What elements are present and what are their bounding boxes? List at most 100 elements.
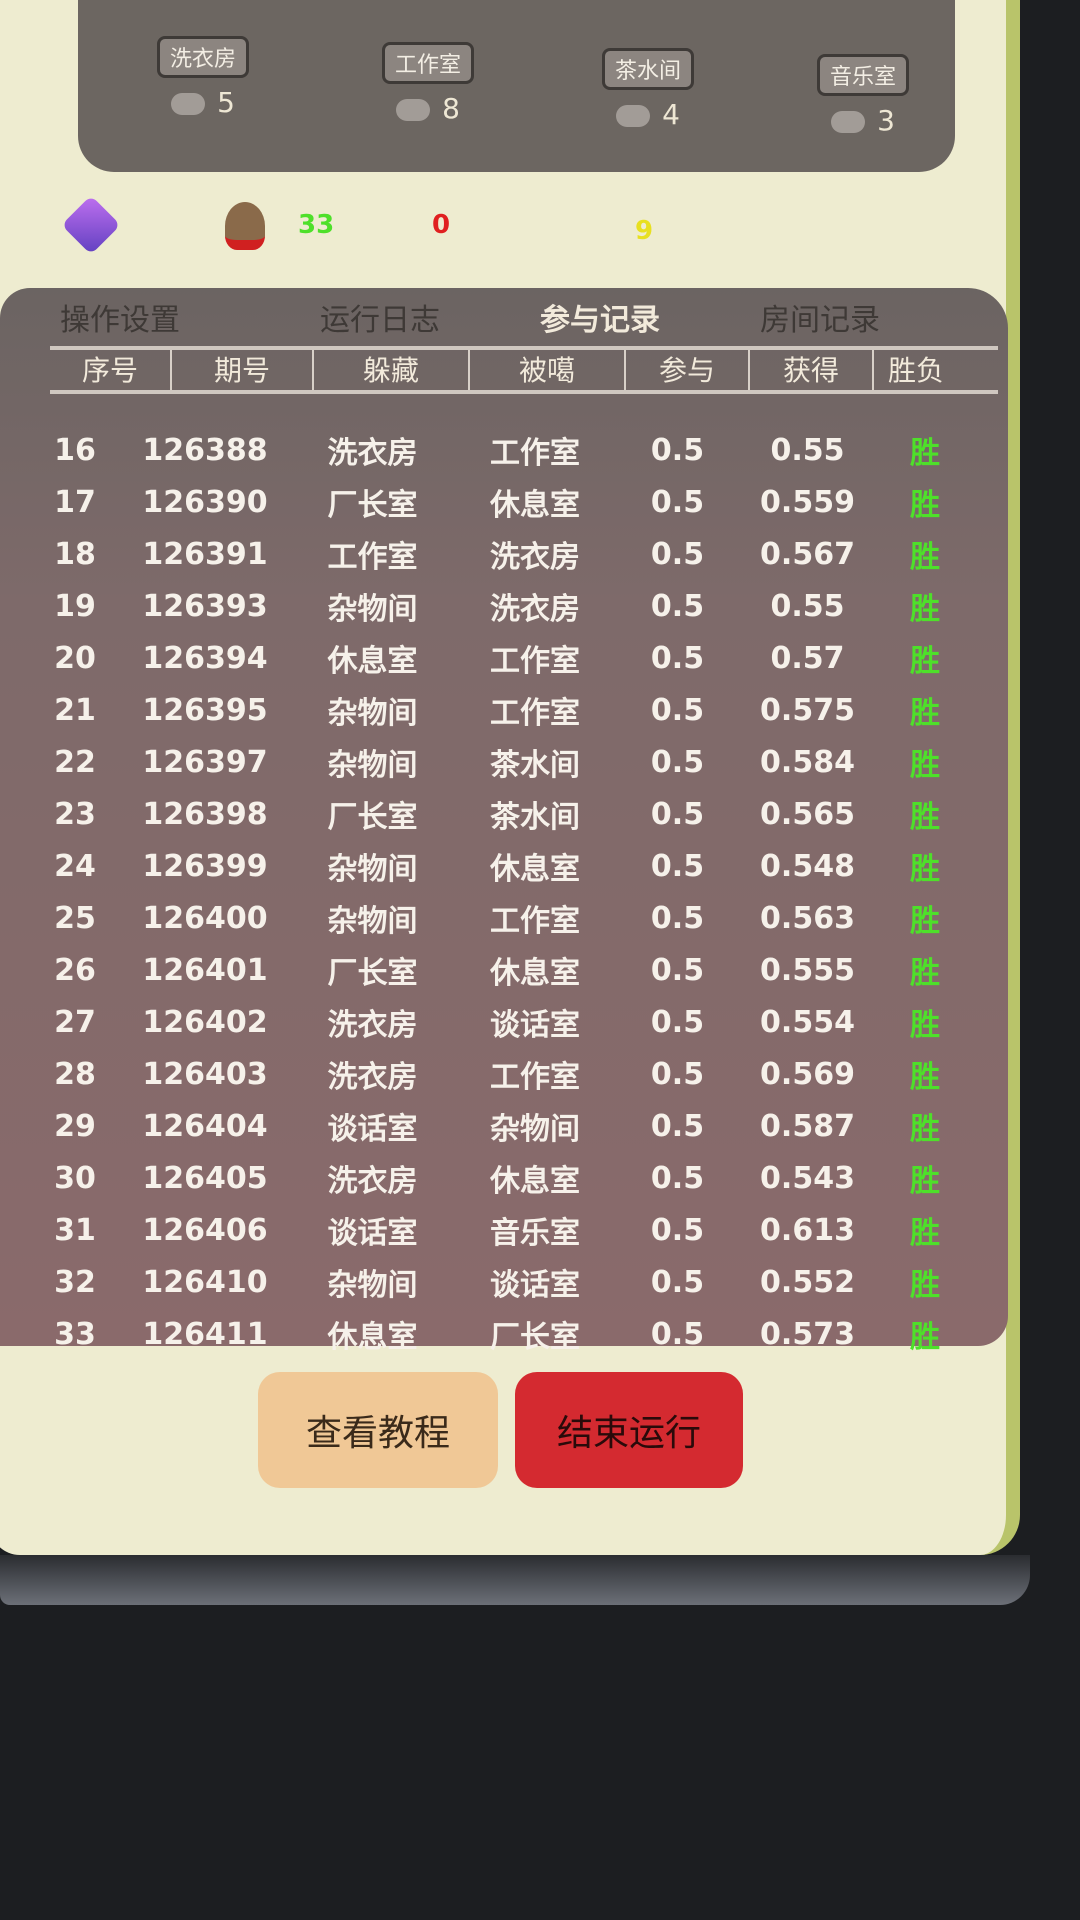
room-laundry[interactable]: 洗衣房 5	[143, 36, 263, 119]
row-period: 126401	[142, 952, 268, 988]
tab-settings[interactable]: 操作设置	[60, 303, 180, 338]
room-workshop[interactable]: 工作室 8	[368, 42, 488, 125]
row-period: 126410	[142, 1264, 268, 1300]
row-gain: 0.567	[760, 536, 855, 572]
row-index: 24	[54, 848, 96, 884]
col-result: 胜负	[887, 354, 944, 387]
row-gain: 0.569	[760, 1056, 855, 1092]
row-period: 126393	[142, 588, 268, 624]
player-icon	[616, 105, 651, 127]
table-row: 20 126394 休息室 工作室 0.5 0.57 胜	[0, 632, 1008, 684]
room-name: 音乐室	[816, 54, 909, 96]
row-hide-room: 谈话室	[327, 1216, 418, 1251]
row-index: 18	[54, 536, 96, 572]
row-period: 126404	[142, 1108, 268, 1144]
row-result: 胜	[910, 436, 940, 471]
row-stake: 0.5	[650, 1264, 705, 1300]
row-result: 胜	[910, 1060, 940, 1095]
table-row: 22 126397 杂物间 茶水间 0.5 0.584 胜	[0, 736, 1008, 788]
row-result: 胜	[910, 852, 940, 887]
row-period: 126397	[142, 744, 268, 780]
row-result: 胜	[910, 540, 940, 575]
row-gain: 0.548	[760, 848, 855, 884]
row-hide-room: 杂物间	[327, 748, 418, 783]
row-caught-room: 洗衣房	[490, 592, 580, 627]
row-index: 31	[54, 1212, 96, 1248]
row-caught-room: 茶水间	[490, 800, 580, 835]
row-index: 25	[54, 900, 96, 936]
row-period: 126394	[142, 640, 268, 676]
row-result: 胜	[910, 592, 940, 627]
room-count: 8	[442, 92, 460, 125]
row-caught-room: 休息室	[490, 852, 580, 887]
row-result: 胜	[910, 488, 940, 523]
losses-count: 0	[432, 210, 451, 240]
row-period: 126400	[142, 900, 268, 936]
row-hide-room: 杂物间	[327, 1268, 418, 1303]
row-caught-room: 工作室	[490, 904, 580, 939]
wins-count: 33	[298, 210, 335, 240]
row-caught-room: 茶水间	[490, 748, 580, 783]
row-period: 126405	[142, 1160, 268, 1196]
row-caught-room: 工作室	[490, 436, 580, 471]
row-result: 胜	[910, 956, 940, 991]
row-stake: 0.5	[650, 588, 705, 624]
table-row: 19 126393 杂物间 洗衣房 0.5 0.55 胜	[0, 580, 1008, 632]
room-tea[interactable]: 茶水间 4	[588, 48, 708, 131]
row-result: 胜	[910, 904, 940, 939]
tab-participation-records[interactable]: 参与记录	[540, 303, 660, 338]
row-period: 126395	[142, 692, 268, 728]
col-caught: 被噶	[470, 350, 626, 390]
row-hide-room: 洗衣房	[327, 1008, 418, 1043]
room-count: 4	[662, 98, 680, 131]
row-gain: 0.584	[760, 744, 855, 780]
tab-run-log[interactable]: 运行日志	[320, 303, 440, 338]
row-stake: 0.5	[650, 1056, 705, 1092]
row-result: 胜	[910, 1112, 940, 1147]
table-row: 30 126405 洗衣房 休息室 0.5 0.543 胜	[0, 1152, 1008, 1204]
row-period: 126406	[142, 1212, 268, 1248]
tab-room-records[interactable]: 房间记录	[760, 303, 880, 338]
row-hide-room: 厂长室	[327, 956, 418, 991]
row-result: 胜	[910, 800, 940, 835]
row-gain: 0.573	[760, 1316, 855, 1352]
stop-running-button[interactable]: 结束运行	[515, 1372, 743, 1488]
row-result: 胜	[910, 1216, 940, 1251]
row-stake: 0.5	[650, 796, 705, 832]
row-gain: 0.543	[760, 1160, 855, 1196]
row-period: 126402	[142, 1004, 268, 1040]
row-caught-room: 谈话室	[490, 1008, 580, 1043]
row-gain: 0.55	[770, 432, 845, 468]
room-panel: 洗衣房 5 工作室 8 茶水间 4 音乐室 3	[78, 0, 955, 172]
row-period: 126403	[142, 1056, 268, 1092]
row-gain: 0.559	[760, 484, 855, 520]
table-header: 序号 期号 躲藏 被噶 参与 获得 胜负	[50, 346, 998, 394]
row-index: 21	[54, 692, 96, 728]
row-caught-room: 休息室	[490, 1164, 580, 1199]
row-stake: 0.5	[650, 484, 705, 520]
row-stake: 0.5	[650, 900, 705, 936]
row-gain: 0.554	[760, 1004, 855, 1040]
table-row: 33 126411 休息室 厂长室 0.5 0.573 胜	[0, 1308, 1008, 1360]
row-hide-room: 厂长室	[327, 800, 418, 835]
phone-bezel	[0, 1555, 1030, 1605]
room-name: 茶水间	[601, 48, 694, 90]
view-tutorial-button[interactable]: 查看教程	[258, 1372, 498, 1488]
room-count: 3	[877, 104, 895, 137]
row-stake: 0.5	[650, 640, 705, 676]
row-period: 126390	[142, 484, 268, 520]
table-row: 27 126402 洗衣房 谈话室 0.5 0.554 胜	[0, 996, 1008, 1048]
row-index: 33	[54, 1316, 96, 1352]
row-caught-room: 休息室	[490, 488, 580, 523]
row-hide-room: 杂物间	[327, 696, 418, 731]
room-music[interactable]: 音乐室 3	[803, 54, 923, 137]
row-caught-room: 洗衣房	[490, 540, 580, 575]
row-caught-room: 音乐室	[490, 1216, 580, 1251]
row-hide-room: 休息室	[327, 1320, 418, 1355]
row-period: 126398	[142, 796, 268, 832]
row-gain: 0.563	[760, 900, 855, 936]
row-caught-room: 工作室	[490, 1060, 580, 1095]
other-count: 9	[635, 216, 654, 246]
row-result: 胜	[910, 1008, 940, 1043]
row-gain: 0.55	[770, 588, 845, 624]
